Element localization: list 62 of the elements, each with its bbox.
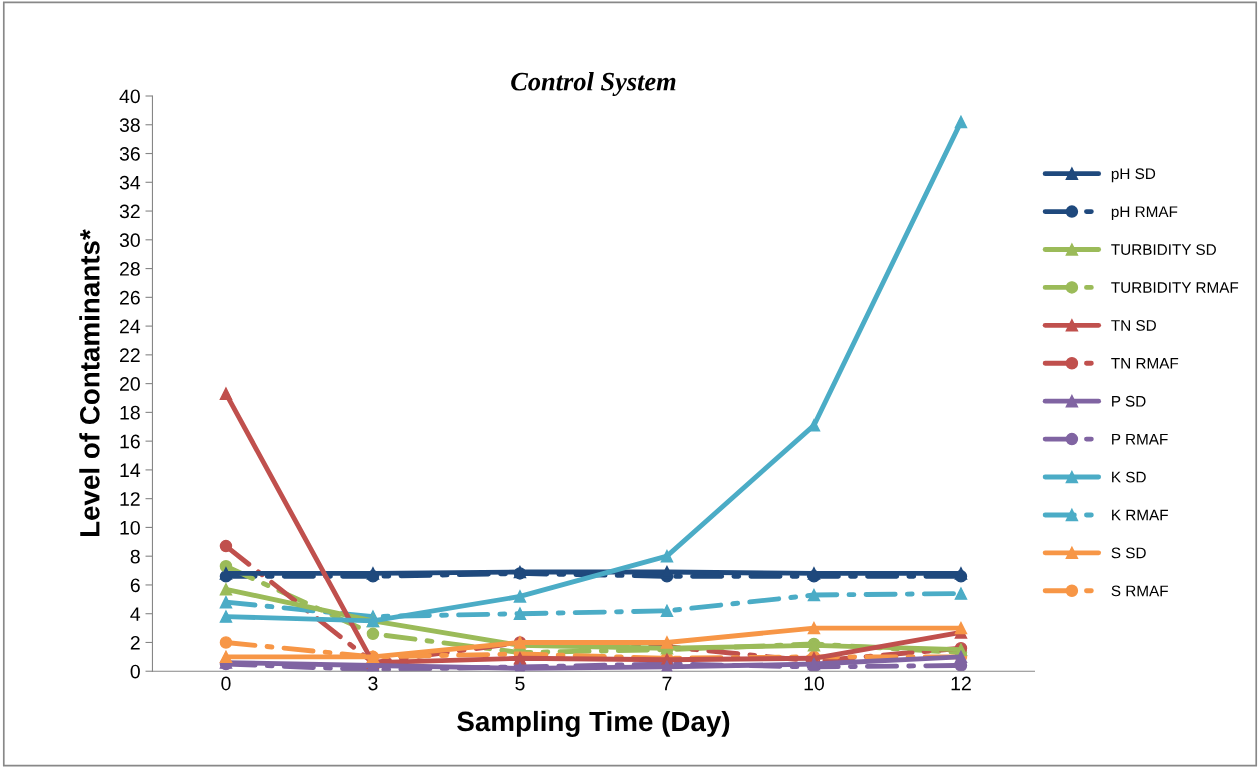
point <box>366 627 380 641</box>
legend-label: pH SD <box>1111 168 1156 183</box>
point <box>219 650 233 664</box>
legend-label: TURBIDITY RMAF <box>1111 282 1239 293</box>
point <box>660 549 674 563</box>
y-tick-label: 36 <box>119 146 140 161</box>
chart-title: Control System <box>511 71 676 96</box>
y-tick-label: 10 <box>120 520 140 535</box>
legend-label: TURBIDITY SD <box>1111 244 1216 255</box>
point <box>513 590 527 603</box>
y-tick-label: 28 <box>120 262 140 276</box>
legend-label: S SD <box>1111 547 1146 559</box>
y-tick-label: 32 <box>119 204 140 219</box>
point <box>954 621 968 635</box>
point <box>660 604 674 618</box>
point <box>807 588 821 602</box>
y-tick-label: 2 <box>130 635 140 650</box>
y-tick-label: 4 <box>130 607 141 621</box>
legend-label: P SD <box>1112 395 1146 407</box>
legend-label: TN RMAF <box>1111 358 1179 369</box>
y-tick-label: 16 <box>120 434 140 449</box>
point <box>954 587 968 600</box>
x-tick-label: 0 <box>221 676 231 691</box>
y-tick-label: 14 <box>120 463 141 477</box>
y-tick-label: 38 <box>119 118 140 132</box>
point <box>219 636 233 649</box>
y-tick-label: 40 <box>119 89 140 104</box>
point <box>660 565 674 579</box>
y-tick-label: 26 <box>120 290 140 305</box>
y-tick-label: 0 <box>130 664 140 679</box>
point <box>219 610 233 623</box>
legend-label: K RMAF <box>1112 509 1168 521</box>
point <box>513 652 527 665</box>
point <box>219 387 233 400</box>
legend-label: S RMAF <box>1111 585 1168 597</box>
point <box>513 607 527 620</box>
point <box>660 636 674 649</box>
x-tick-label: 7 <box>662 676 672 691</box>
y-tick-label: 8 <box>130 549 140 564</box>
x-tick-label: 12 <box>951 676 971 691</box>
y-tick-label: 20 <box>120 377 140 391</box>
x-tick-label: 3 <box>368 676 378 691</box>
y-tick-label: 6 <box>130 578 140 593</box>
point <box>807 621 821 635</box>
x-tick-label: 10 <box>804 676 825 691</box>
y-tick-label: 24 <box>120 319 141 334</box>
legend-label: K SD <box>1112 471 1146 483</box>
legend-label: P RMAF <box>1112 433 1168 445</box>
legend-label: pH RMAF <box>1111 206 1178 221</box>
y-tick-label: 12 <box>120 492 140 506</box>
y-axis-title: Level of Contaminants* <box>79 229 100 537</box>
legend-label: TN SD <box>1111 320 1156 331</box>
x-tick-label: 5 <box>515 676 525 691</box>
point <box>219 595 233 609</box>
y-tick-label: 34 <box>119 175 141 190</box>
x-axis-title: Sampling Time (Day) <box>457 710 730 737</box>
point <box>219 539 233 553</box>
y-tick-label: 18 <box>120 405 140 420</box>
y-tick-label: 30 <box>119 233 140 248</box>
point <box>219 583 233 596</box>
point <box>954 115 968 129</box>
y-tick-label: 22 <box>120 348 140 362</box>
